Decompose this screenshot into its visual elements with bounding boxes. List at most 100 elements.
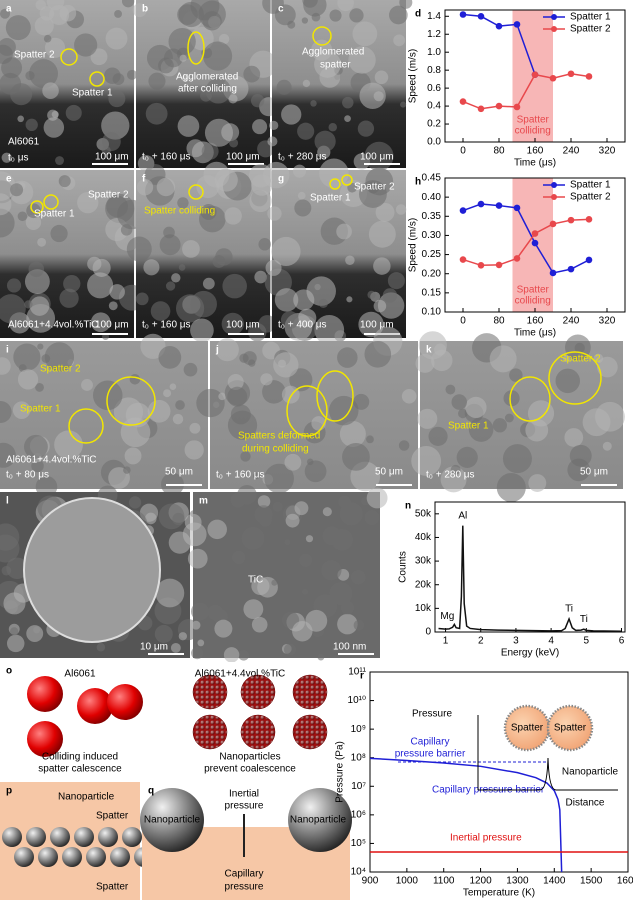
- texture: [155, 578, 185, 608]
- texture: [258, 238, 271, 251]
- y-tick-label: 10¹⁰: [348, 695, 366, 706]
- texture: [35, 382, 44, 392]
- texture: [254, 270, 267, 284]
- point: [477, 105, 485, 113]
- texture: [317, 653, 325, 661]
- texture: [224, 207, 242, 225]
- texture: [373, 91, 384, 102]
- texture: [200, 89, 212, 102]
- texture: [301, 17, 309, 24]
- y-tick-label: 0.25: [422, 249, 442, 260]
- nanoparticle: [110, 847, 130, 867]
- texture: [331, 645, 338, 652]
- point: [513, 255, 521, 262]
- texture: [303, 0, 327, 17]
- texture: [411, 446, 442, 476]
- texture: [468, 417, 494, 442]
- texture: [428, 426, 448, 446]
- texture: [0, 193, 12, 216]
- y-tick-label: 50k: [415, 508, 432, 519]
- x-tick-label: 0: [460, 146, 466, 157]
- texture: [177, 4, 198, 25]
- texture: [299, 553, 313, 567]
- highlight-circle: [60, 48, 78, 66]
- inset-text: Spatter: [511, 723, 544, 734]
- texture: [230, 492, 246, 508]
- texture: [349, 8, 364, 23]
- point: [513, 21, 521, 28]
- nanoparticle: [62, 847, 82, 867]
- texture: [31, 459, 44, 473]
- inset-text: Distance: [566, 798, 605, 809]
- texture: [304, 460, 327, 483]
- texture: [249, 189, 272, 213]
- texture: [10, 183, 24, 197]
- texture: [17, 369, 39, 390]
- texture: [342, 443, 370, 471]
- texture: [35, 0, 46, 11]
- panel-i: Spatter 2 Spatter 1 Al6061+4.4vol.%TiC t₀ +…: [0, 333, 208, 498]
- texture: [154, 624, 173, 643]
- texture: [319, 158, 349, 189]
- panel-label: c: [278, 4, 284, 15]
- texture: [239, 353, 249, 363]
- texture: [272, 501, 283, 512]
- x-tick-label: 1100: [433, 876, 455, 887]
- texture: [243, 599, 264, 620]
- texture: [101, 132, 121, 152]
- panel-text: Al6061: [8, 137, 40, 148]
- y-tick-label: 0.35: [422, 211, 442, 222]
- texture: [222, 273, 247, 299]
- texture: [366, 487, 388, 509]
- panel-text: Inertial: [229, 789, 259, 800]
- texture: [143, 259, 160, 276]
- texture: [221, 312, 244, 336]
- panel-label: f: [142, 174, 146, 185]
- texture: [251, 576, 270, 596]
- texture: [503, 390, 520, 407]
- y-tick-label: 20k: [415, 579, 432, 590]
- inset-curve: [478, 757, 618, 791]
- shade-annotation: Spatter: [517, 285, 550, 296]
- shade-annotation: colliding: [515, 126, 551, 137]
- texture: [582, 408, 611, 437]
- panel-text: TiC: [248, 575, 263, 586]
- panel-k: Spatter 2 Spatter 1 t₀ + 280 μs 50 μm k: [411, 331, 625, 503]
- point: [459, 256, 467, 263]
- panel-text: Colliding induced: [42, 752, 118, 763]
- texture: [202, 11, 222, 31]
- texture: [399, 0, 413, 9]
- point: [549, 74, 557, 82]
- texture: [46, 0, 65, 11]
- texture: [227, 374, 244, 391]
- texture: [417, 408, 438, 429]
- texture: [357, 120, 375, 137]
- texture: [321, 560, 342, 581]
- texture: [382, 288, 398, 303]
- texture: [191, 620, 201, 630]
- texture: [65, 104, 82, 121]
- texture: [345, 255, 355, 266]
- shade-annotation: colliding: [515, 296, 551, 307]
- texture: [0, 523, 20, 551]
- texture: [132, 3, 147, 18]
- y-tick-label: 1.4: [427, 11, 441, 22]
- texture: [6, 634, 25, 653]
- highlight-circle: [316, 370, 354, 422]
- texture: [434, 343, 447, 356]
- texture: [271, 579, 278, 586]
- texture: [6, 278, 22, 293]
- panel-text: Nanoparticle: [144, 815, 201, 826]
- x-tick-label: 3: [513, 636, 519, 647]
- texture: [456, 446, 478, 468]
- texture: [0, 357, 11, 375]
- texture: [329, 582, 353, 606]
- panel-text: t₀ + 160 μs: [216, 470, 265, 481]
- panel-label: j: [215, 345, 219, 356]
- texture: [43, 117, 65, 138]
- texture: [368, 220, 396, 248]
- legend-label: Spatter 2: [570, 192, 611, 203]
- x-tick-label: 2: [478, 636, 484, 647]
- texture: [283, 643, 297, 656]
- texture: [25, 214, 42, 230]
